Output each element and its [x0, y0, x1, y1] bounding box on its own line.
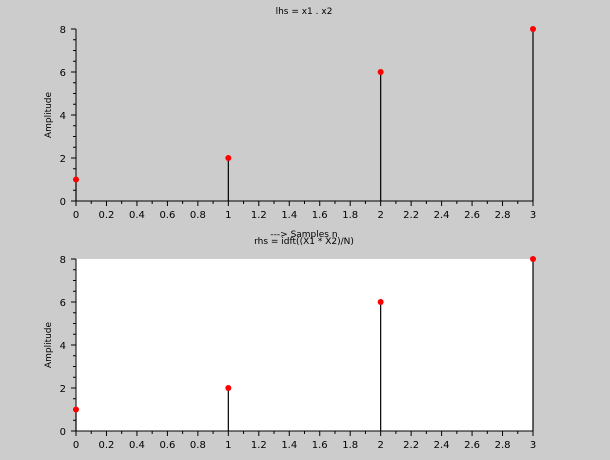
data-point-bottom — [225, 385, 232, 391]
x-tick-label-top: 1.4 — [281, 210, 297, 221]
y-axis-label-top: Amplitude — [44, 91, 54, 138]
data-point-top — [73, 176, 79, 183]
x-tick-label-top: 2.8 — [495, 210, 511, 221]
y-tick-label-bottom: 0 — [60, 427, 66, 438]
x-tick-label-bottom: 1.8 — [342, 440, 358, 451]
y-tick-label-top: 4 — [60, 111, 66, 122]
x-tick-label-top: 1 — [225, 210, 231, 221]
subplot-bottom: rhs = idft((X1 * X2)/N) Amplitude 0 0.2 0.… — [44, 237, 536, 451]
x-tick-label-bottom: 1.6 — [312, 440, 328, 451]
x-tick-label-bottom: 1.2 — [251, 440, 267, 451]
data-point-top — [530, 26, 536, 32]
y-tick-label-top: 2 — [60, 154, 66, 165]
data-point-bottom — [73, 406, 79, 413]
x-tick-label-top: 1.8 — [342, 210, 358, 221]
data-point-bottom — [530, 256, 536, 262]
chart-title-top: lhs = x1 . x2 — [276, 7, 333, 17]
x-axis-label-top: ---> Samples n — [270, 230, 337, 240]
x-tick-label-top: 0.4 — [129, 210, 145, 221]
x-tick-label-bottom: 2.8 — [495, 440, 511, 451]
x-tick-label-top: 1.6 — [312, 210, 328, 221]
x-tick-label-top: 3 — [530, 210, 536, 221]
data-point-top — [225, 155, 232, 161]
x-tick-label-top: 2.2 — [403, 210, 419, 221]
y-tick-label-top: 6 — [60, 68, 66, 79]
data-point-bottom — [377, 299, 384, 305]
plot-area-bottom — [76, 259, 533, 431]
x-tick-label-bottom: 0.2 — [99, 440, 115, 451]
y-axis-label-bottom: Amplitude — [44, 321, 54, 368]
y-tick-label-bottom: 4 — [60, 341, 66, 352]
x-tick-label-top: 0.6 — [159, 210, 175, 221]
y-tick-label-bottom: 8 — [60, 255, 66, 266]
chart-title-bottom: rhs = idft((X1 * X2)/N) — [254, 237, 354, 247]
x-tick-label-bottom: 2 — [377, 440, 383, 451]
x-tick-label-top: 0.2 — [99, 210, 115, 221]
subplot-top: lhs = x1 . x2 Amplitude ---> Samples n 0… — [44, 7, 536, 240]
y-tick-label-top: 0 — [60, 197, 66, 208]
x-tick-label-top: 2.6 — [464, 210, 480, 221]
x-tick-label-top: 2.4 — [434, 210, 450, 221]
data-point-top — [377, 69, 384, 75]
x-tick-label-bottom: 0 — [73, 440, 79, 451]
x-tick-label-bottom: 2.4 — [434, 440, 450, 451]
x-tick-label-bottom: 0.6 — [159, 440, 175, 451]
x-tick-label-bottom: 2.6 — [464, 440, 480, 451]
y-tick-label-bottom: 2 — [60, 384, 66, 395]
y-tick-label-top: 8 — [60, 25, 66, 36]
marks-bottom: 0 0.2 0.4 0.6 0.8 1 1.2 1.4 1.6 1.8 2 2.2 2.4 2.6 2.8 3… — [60, 255, 537, 451]
plot-area-top — [76, 29, 533, 201]
x-tick-label-bottom: 3 — [530, 440, 536, 451]
x-tick-label-bottom: 1.4 — [281, 440, 297, 451]
x-tick-label-bottom: 0.4 — [129, 440, 145, 451]
x-tick-label-top: 2 — [377, 210, 383, 221]
x-tick-label-top: 0 — [73, 210, 79, 221]
x-tick-label-bottom: 1 — [225, 440, 231, 451]
x-tick-label-bottom: 0.8 — [190, 440, 206, 451]
y-tick-label-bottom: 6 — [60, 298, 66, 309]
x-tick-label-top: 1.2 — [251, 210, 267, 221]
marks-top: 0 0.2 0.4 0.6 0.8 1 1.2 1.4 1.6 1.8 2 2.2 2.4 2.6 2.8 3… — [60, 25, 537, 221]
x-tick-label-bottom: 2.2 — [403, 440, 419, 451]
x-tick-label-top: 0.8 — [190, 210, 206, 221]
